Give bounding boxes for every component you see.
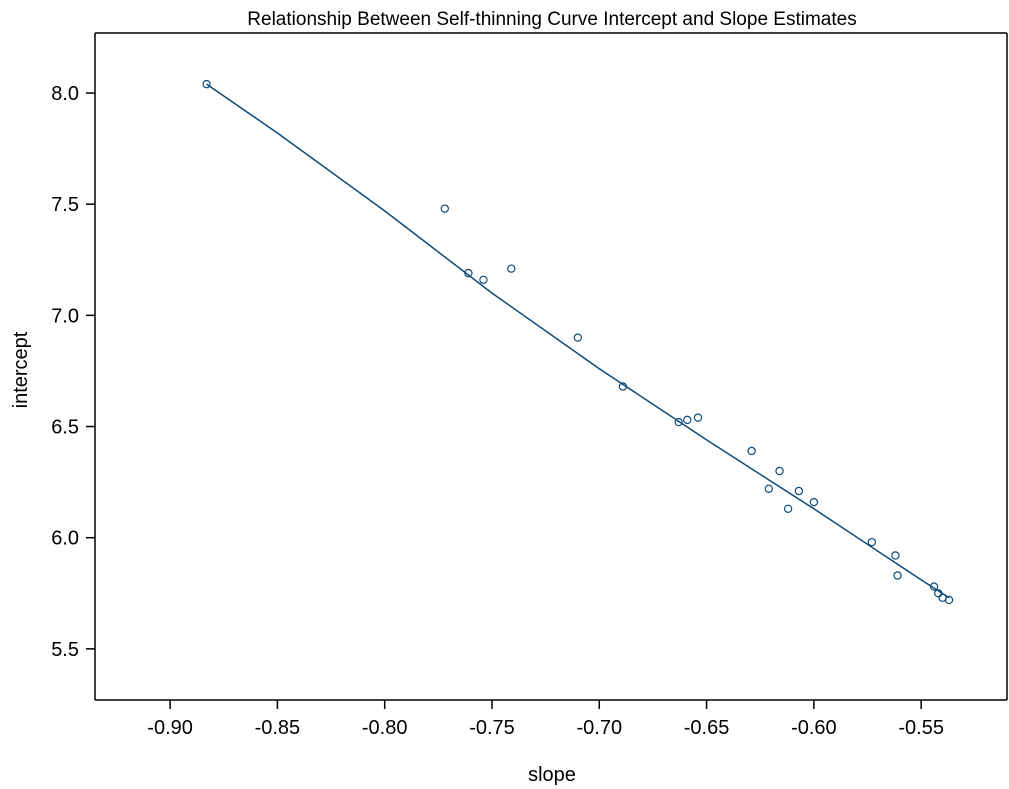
- y-axis-ticks: 5.5 6.0 6.5 7.0 7.5 8.0: [51, 83, 95, 661]
- chart-title: Relationship Between Self-thinning Curve…: [247, 9, 856, 30]
- data-point: [891, 551, 900, 560]
- x-tick-label: -0.75: [469, 717, 515, 739]
- x-tick-label: -0.65: [684, 717, 730, 739]
- data-point: [934, 589, 943, 598]
- x-tick-label: -0.80: [362, 717, 408, 739]
- y-tick-label: 5.5: [51, 639, 79, 661]
- x-axis-title: slope: [528, 764, 576, 786]
- y-tick-label: 8.0: [51, 83, 79, 105]
- data-point: [202, 79, 211, 89]
- data-point: [764, 484, 774, 493]
- x-axis-ticks: -0.90 -0.85 -0.80 -0.75 -0.70 -0.65 -0.60 -0.55: [147, 700, 944, 739]
- y-tick-label: 7.0: [51, 305, 79, 327]
- x-tick-label: -0.70: [576, 717, 622, 739]
- data-point: [867, 537, 877, 547]
- x-tick-label: -0.60: [791, 717, 837, 739]
- data-point: [507, 264, 516, 273]
- data-point: [929, 582, 939, 591]
- data-point: [464, 268, 473, 278]
- data-point: [944, 595, 954, 605]
- x-tick-label: -0.90: [147, 717, 193, 739]
- data-point: [794, 486, 804, 496]
- y-tick-label: 7.5: [51, 194, 79, 216]
- y-tick-label: 6.0: [51, 528, 79, 550]
- data-point: [783, 504, 793, 513]
- data-point: [479, 275, 488, 284]
- fit-line-group: [206, 83, 950, 599]
- x-tick-label: -0.55: [898, 717, 944, 739]
- fit-line: [206, 83, 950, 599]
- data-point: [893, 571, 902, 580]
- y-tick-label: 6.5: [51, 417, 79, 439]
- data-point: [618, 382, 628, 391]
- data-point: [693, 413, 703, 422]
- data-point: [809, 497, 819, 507]
- data-point: [775, 466, 784, 476]
- data-points: [202, 79, 954, 605]
- data-point: [573, 333, 583, 342]
- data-point: [747, 446, 756, 456]
- data-point: [683, 415, 692, 425]
- y-axis-title: intercept: [10, 331, 32, 408]
- x-tick-label: -0.85: [255, 717, 301, 739]
- data-point: [440, 204, 449, 213]
- data-point: [674, 417, 683, 427]
- axes: [94, 32, 1008, 701]
